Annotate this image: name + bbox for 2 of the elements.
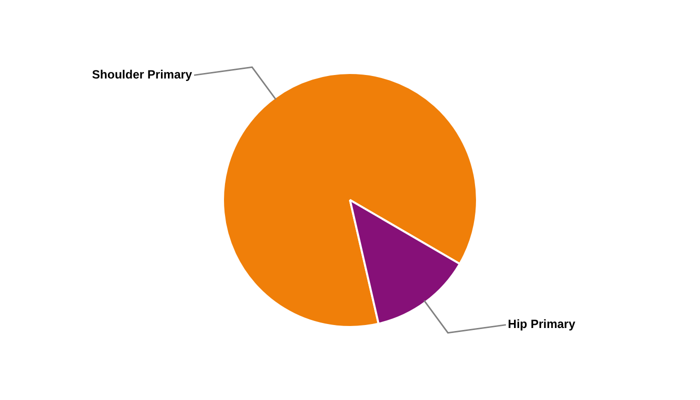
slice-label: Shoulder Primary	[92, 68, 192, 82]
slice-label: Hip Primary	[508, 317, 576, 332]
